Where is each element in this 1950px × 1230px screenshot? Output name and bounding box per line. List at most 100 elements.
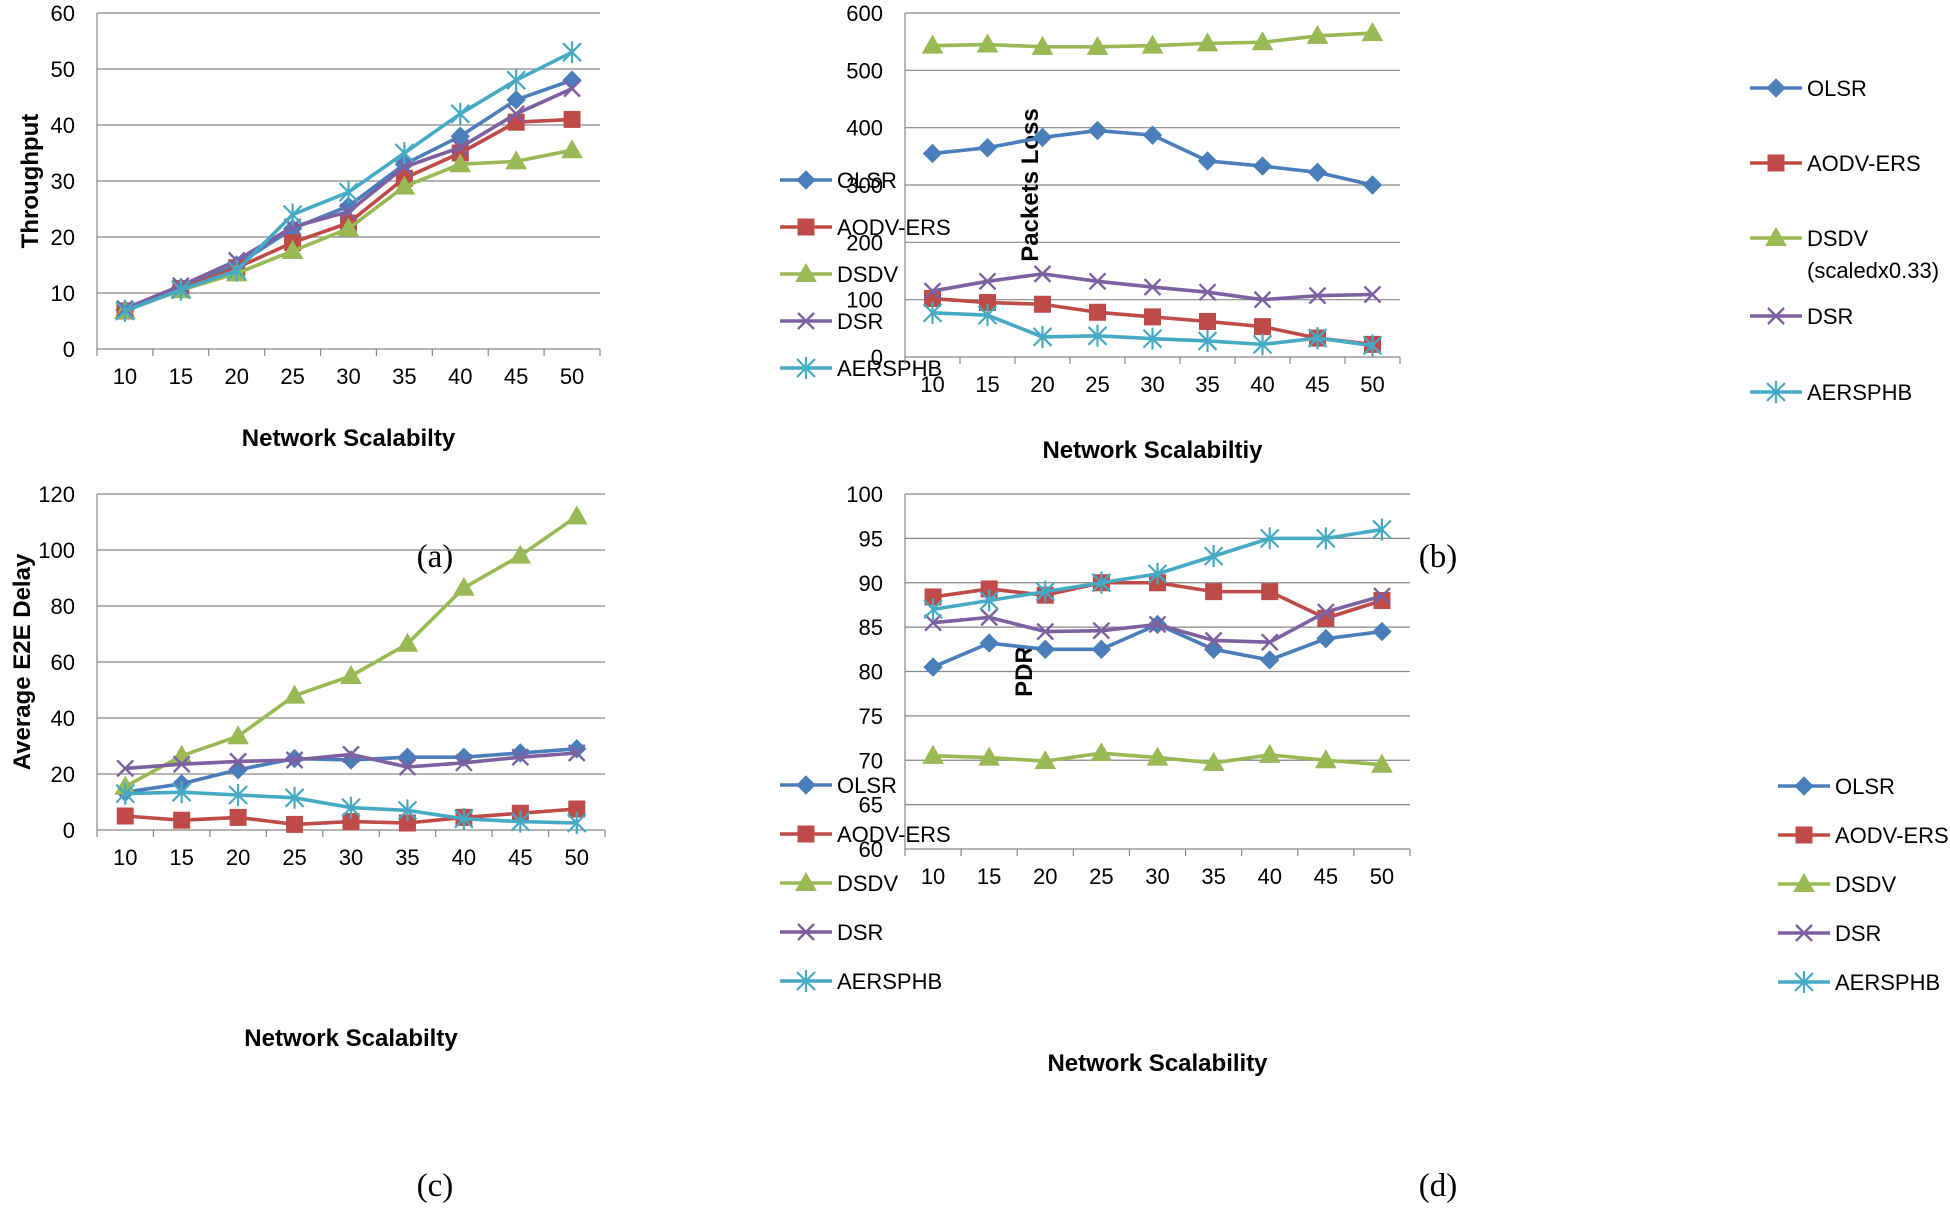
point-aersphb bbox=[1087, 324, 1108, 347]
y-tick-label: 50 bbox=[51, 57, 75, 82]
series-dsdv bbox=[114, 139, 583, 319]
point-aersphb bbox=[115, 782, 135, 805]
point-dsdv bbox=[1196, 32, 1219, 52]
legend: OLSR AODV-ERS DSDV (scaledx0.33) DSR AERSPHB bbox=[1750, 76, 1939, 405]
y-tick-label: 10 bbox=[51, 281, 75, 306]
legend-label: OLSR bbox=[1807, 76, 1867, 101]
x-tick-label: 35 bbox=[1195, 372, 1219, 397]
point-dsr bbox=[1198, 283, 1217, 302]
point-olsr bbox=[1260, 650, 1280, 670]
point-aodv-ers bbox=[1199, 312, 1216, 330]
y-tick-label: 100 bbox=[846, 288, 883, 313]
series-dsr bbox=[924, 587, 1391, 652]
x-axis-title: Network Scalability bbox=[1047, 1050, 1268, 1077]
point-dsdv bbox=[1202, 751, 1225, 771]
point-dsdv bbox=[449, 153, 472, 173]
point-aersphb bbox=[171, 781, 192, 804]
x-tick-label: 30 bbox=[336, 364, 360, 389]
legend-label: DSDV bbox=[1835, 872, 1896, 897]
series-aersphb bbox=[115, 781, 587, 834]
line-dsdv bbox=[124, 514, 578, 789]
point-dsr bbox=[451, 138, 470, 157]
point-dsr bbox=[1148, 615, 1167, 634]
legend-label: OLSR bbox=[1835, 774, 1895, 799]
legend-item-aersphb: AERSPHB bbox=[1750, 380, 1912, 405]
series-aersphb bbox=[922, 301, 1383, 357]
y-tick-label: 75 bbox=[859, 704, 883, 729]
point-olsr bbox=[923, 657, 943, 677]
legend-swatch-marker bbox=[1795, 924, 1813, 942]
point-aersphb bbox=[1252, 333, 1273, 356]
series-dsdv bbox=[922, 742, 1393, 773]
legend-item-dsdv: DSDV bbox=[780, 262, 898, 287]
point-dsdv bbox=[227, 725, 249, 745]
x-tick-label: 35 bbox=[395, 845, 419, 870]
legend-item-dsdv: DSDV (scaledx0.33) bbox=[1750, 226, 1939, 283]
point-aersphb bbox=[454, 807, 474, 830]
legend-item-aersphb: AERSPHB bbox=[1778, 970, 1940, 995]
point-dsdv bbox=[1314, 749, 1337, 769]
legend-swatch-marker bbox=[796, 357, 816, 379]
legend-label: AERSPHB bbox=[1835, 970, 1940, 995]
x-tick-label: 15 bbox=[977, 864, 1001, 889]
legend-item-olsr: OLSR bbox=[1750, 76, 1867, 101]
y-axis-title: Throughput bbox=[17, 114, 44, 249]
point-aersphb bbox=[1197, 329, 1218, 352]
legend-item-dsr: DSR bbox=[780, 920, 883, 945]
y-tick-label: 300 bbox=[846, 173, 883, 198]
chart-panel-c: 0 20 40 60 80 100 120 10 15 20 25 30 35 40 45 50 Network… bbox=[9, 482, 951, 1204]
x-tick-label: 15 bbox=[169, 845, 193, 870]
y-tick-label: 80 bbox=[859, 660, 883, 685]
point-aersphb bbox=[506, 69, 526, 92]
x-tick-label: 40 bbox=[448, 364, 472, 389]
point-dsr bbox=[511, 748, 530, 767]
y-tick-label: 100 bbox=[38, 538, 75, 563]
x-tick-label: 45 bbox=[504, 364, 528, 389]
point-aersphb bbox=[282, 203, 303, 226]
legend-swatch-marker bbox=[796, 775, 816, 795]
point-aodv-ers bbox=[1089, 303, 1106, 321]
x-tick-label: 30 bbox=[339, 845, 363, 870]
point-olsr bbox=[1203, 639, 1224, 660]
y-tick-label: 70 bbox=[859, 748, 883, 773]
point-dsr bbox=[172, 755, 191, 774]
point-dsdv bbox=[921, 34, 944, 54]
y-axis-title: PDR bbox=[1011, 646, 1038, 697]
x-tick-label: 50 bbox=[1370, 864, 1394, 889]
x-tick-label: 45 bbox=[1305, 372, 1329, 397]
x-tick-label: 35 bbox=[392, 364, 416, 389]
legend-item-aodv-ers: AODV-ERS bbox=[1778, 823, 1949, 848]
legend-label: DSDV bbox=[1807, 226, 1868, 251]
legend-swatch-marker bbox=[1794, 776, 1814, 796]
legend-item-olsr: OLSR bbox=[1778, 774, 1895, 799]
y-tick-label: 80 bbox=[51, 594, 75, 619]
y-tick-label: 85 bbox=[859, 615, 883, 640]
point-aersphb bbox=[1203, 545, 1224, 568]
point-dsdv bbox=[978, 746, 1001, 766]
point-aodv-ers bbox=[1034, 295, 1051, 313]
legend-swatch-marker bbox=[1767, 307, 1785, 325]
legend-swatch-marker bbox=[1793, 872, 1815, 892]
point-aersphb bbox=[1091, 571, 1112, 594]
x-tick-label: 35 bbox=[1201, 864, 1225, 889]
y-axis-title: Average E2E Delay bbox=[9, 553, 36, 770]
series-olsr bbox=[922, 120, 1383, 195]
legend-swatch-marker bbox=[1795, 826, 1813, 844]
point-dsdv bbox=[337, 217, 360, 237]
y-tick-label: 0 bbox=[63, 818, 75, 843]
y-tick-label: 200 bbox=[846, 230, 883, 255]
point-dsr bbox=[1143, 278, 1162, 296]
point-olsr bbox=[1307, 162, 1328, 183]
point-aersphb bbox=[228, 784, 248, 806]
x-tick-label: 25 bbox=[280, 364, 304, 389]
y-tick-label: 40 bbox=[51, 113, 75, 138]
point-aersphb bbox=[1372, 518, 1392, 541]
y-tick-label: 0 bbox=[871, 345, 883, 370]
point-dsr bbox=[1260, 633, 1279, 652]
point-aodv-ers bbox=[1205, 583, 1223, 601]
point-dsdv bbox=[505, 150, 528, 170]
point-dsr bbox=[455, 753, 473, 772]
point-aersphb bbox=[1316, 527, 1336, 550]
legend: OLSR AODV-ERS DSDV DSR AERSPHB bbox=[780, 168, 951, 381]
legend-note: (scaledx0.33) bbox=[1807, 258, 1939, 283]
